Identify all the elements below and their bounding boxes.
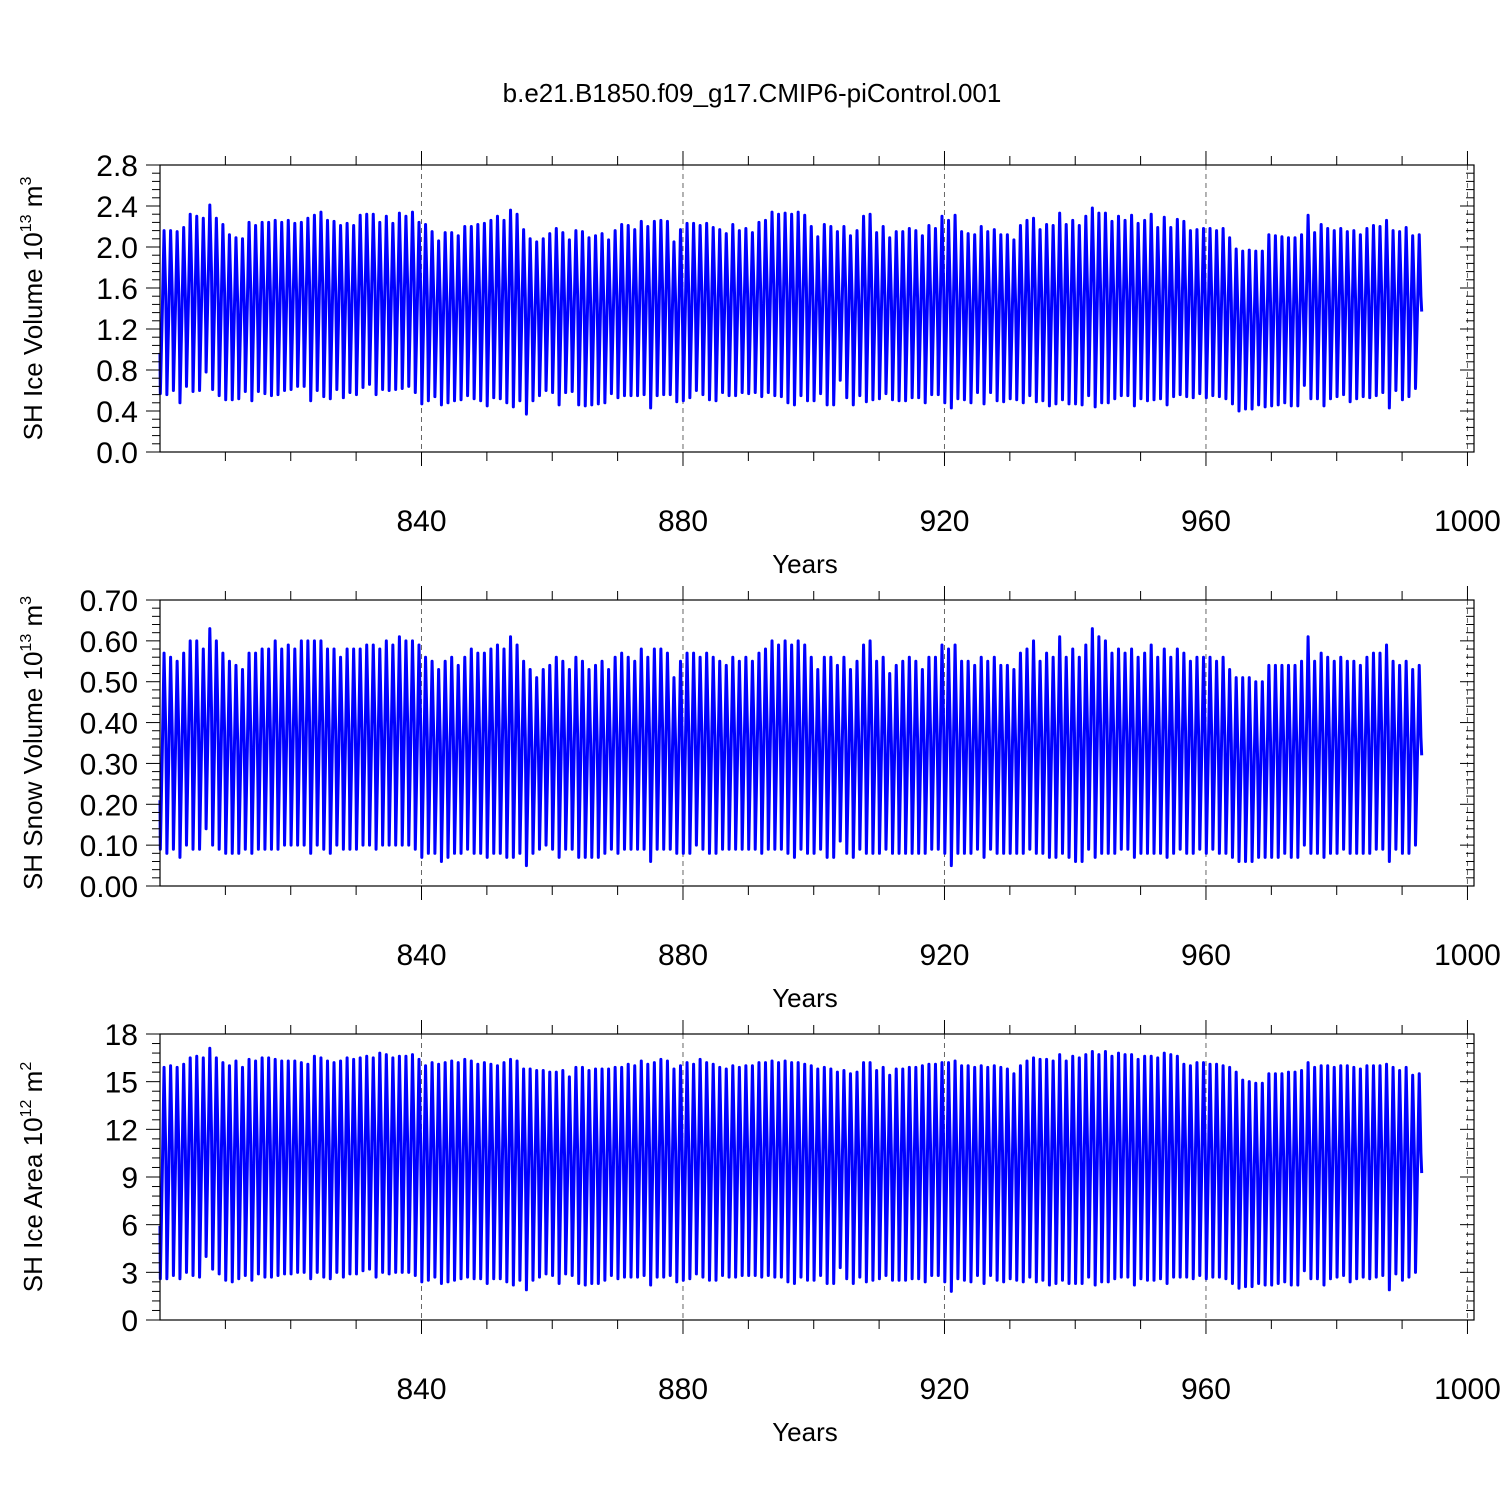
y-tick-label: 0.10: [80, 830, 138, 863]
y-tick-label: 0.0: [96, 437, 138, 470]
y-tick-label: 0.40: [80, 708, 138, 741]
y-tick-label: 2.8: [96, 150, 138, 183]
y-tick-label: 0.4: [96, 396, 138, 429]
y-tick-label: 0.70: [80, 585, 138, 618]
y-tick-label: 1.6: [96, 273, 138, 306]
y-tick-label: 6: [121, 1210, 138, 1243]
y-tick-label: 9: [121, 1162, 138, 1195]
chart-panel-2: 840 880 920 960 1000 Years 0.00 0.10 0.20 0.30 0.4…: [18, 585, 1500, 1013]
x-tick-label: 880: [658, 505, 708, 538]
y-tick-label: 0.8: [96, 355, 138, 388]
x-tick-label: 880: [658, 939, 708, 972]
chart-panel-1: 840 880 920 960 1000 Years 0.0 0.4 0.8 1.2 1.6 2.0 2…: [18, 150, 1500, 579]
x-tick-label: 840: [396, 939, 446, 972]
y-axis-label-unit: m: [18, 605, 48, 634]
y-tick-label: 0.00: [80, 871, 138, 904]
y-axis-label-unit: m: [18, 1071, 48, 1100]
chart-panel-3: 840 880 920 960 1000 Years 0 3 6 9 12 15 18 SH Ice Ar…: [18, 1019, 1500, 1447]
x-tick-label: 1000: [1434, 939, 1500, 972]
x-tick-label: 960: [1181, 1373, 1231, 1406]
panels-container: 840 880 920 960 1000Years0.00.40.81.21.62.02…: [18, 150, 1500, 1447]
y-tick-label: 0.50: [80, 667, 138, 700]
y-axis-label: SH Snow Volume 1013 m3: [18, 596, 48, 890]
x-tick-label: 960: [1181, 939, 1231, 972]
y-axis-label-base: SH Ice Volume 10: [18, 232, 48, 440]
y-tick-label: 3: [121, 1257, 138, 1290]
y-tick-label: 15: [105, 1067, 138, 1100]
y-axis-label-unit-exponent: 2: [18, 1062, 35, 1071]
x-axis-label: Years: [772, 549, 838, 579]
y-axis-label-unit-exponent: 3: [18, 596, 35, 605]
series-line-1: [158, 627, 1424, 868]
y-tick-label: 0: [121, 1305, 138, 1338]
y-axis-label-unit-exponent: 3: [18, 177, 35, 186]
y-tick-label: 0.60: [80, 626, 138, 659]
x-tick-label: 1000: [1434, 1373, 1500, 1406]
y-tick-label: 1.2: [96, 314, 138, 347]
plot-frame: [159, 164, 1475, 453]
series-line-1: [158, 1046, 1424, 1293]
x-tick-label: 960: [1181, 505, 1231, 538]
x-axis-label: Years: [772, 1417, 838, 1447]
y-axis-label-base: SH Ice Area 10: [18, 1117, 48, 1292]
x-tick-label: 920: [919, 505, 969, 538]
x-tick-label: 840: [396, 1373, 446, 1406]
y-axis-label-unit: m: [18, 186, 48, 215]
y-tick-label: 2.0: [96, 232, 138, 265]
series-line-1: [158, 203, 1424, 416]
x-tick-label: 920: [919, 939, 969, 972]
y-axis-label-base: SH Snow Volume 10: [18, 652, 48, 890]
x-tick-label: 840: [396, 505, 446, 538]
y-tick-label: 0.20: [80, 789, 138, 822]
x-tick-label: 880: [658, 1373, 708, 1406]
y-tick-label: 12: [105, 1114, 138, 1147]
x-axis-label: Years: [772, 983, 838, 1013]
y-axis-label: SH Ice Area 1012 m2: [18, 1062, 48, 1293]
y-axis-label-exponent: 13: [18, 214, 35, 232]
y-tick-label: 0.30: [80, 748, 138, 781]
y-axis-label: SH Ice Volume 1013 m3: [18, 177, 48, 441]
x-tick-label: 1000: [1434, 505, 1500, 538]
y-tick-label: 18: [105, 1019, 138, 1052]
figure-title: b.e21.B1850.f09_g17.CMIP6-piControl.001: [503, 78, 1002, 108]
x-tick-label: 920: [919, 1373, 969, 1406]
plot-frame: [159, 599, 1475, 887]
y-axis-label-exponent: 12: [18, 1099, 35, 1117]
y-tick-label: 2.4: [96, 191, 138, 224]
y-axis-label-exponent: 13: [18, 634, 35, 652]
